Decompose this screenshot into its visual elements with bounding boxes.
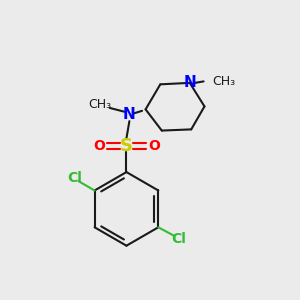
Text: CH₃: CH₃	[88, 98, 112, 111]
Text: CH₃: CH₃	[212, 75, 235, 88]
Text: Cl: Cl	[172, 232, 186, 246]
Text: O: O	[93, 139, 105, 153]
Text: O: O	[148, 139, 160, 153]
Text: N: N	[183, 75, 196, 90]
Text: S: S	[120, 136, 133, 154]
Text: Cl: Cl	[68, 170, 82, 184]
Text: N: N	[123, 107, 136, 122]
